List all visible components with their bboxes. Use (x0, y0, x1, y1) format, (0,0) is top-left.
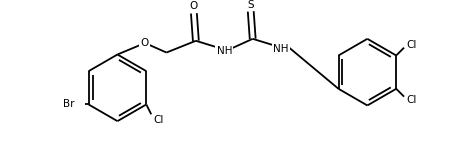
Text: Br: Br (63, 100, 75, 109)
Text: NH: NH (273, 44, 289, 54)
Text: Cl: Cl (153, 115, 164, 125)
Text: O: O (190, 1, 198, 12)
Text: Cl: Cl (406, 40, 416, 50)
Text: NH: NH (217, 46, 232, 56)
Text: Cl: Cl (406, 95, 416, 105)
Text: O: O (141, 38, 149, 48)
Text: S: S (248, 0, 254, 9)
